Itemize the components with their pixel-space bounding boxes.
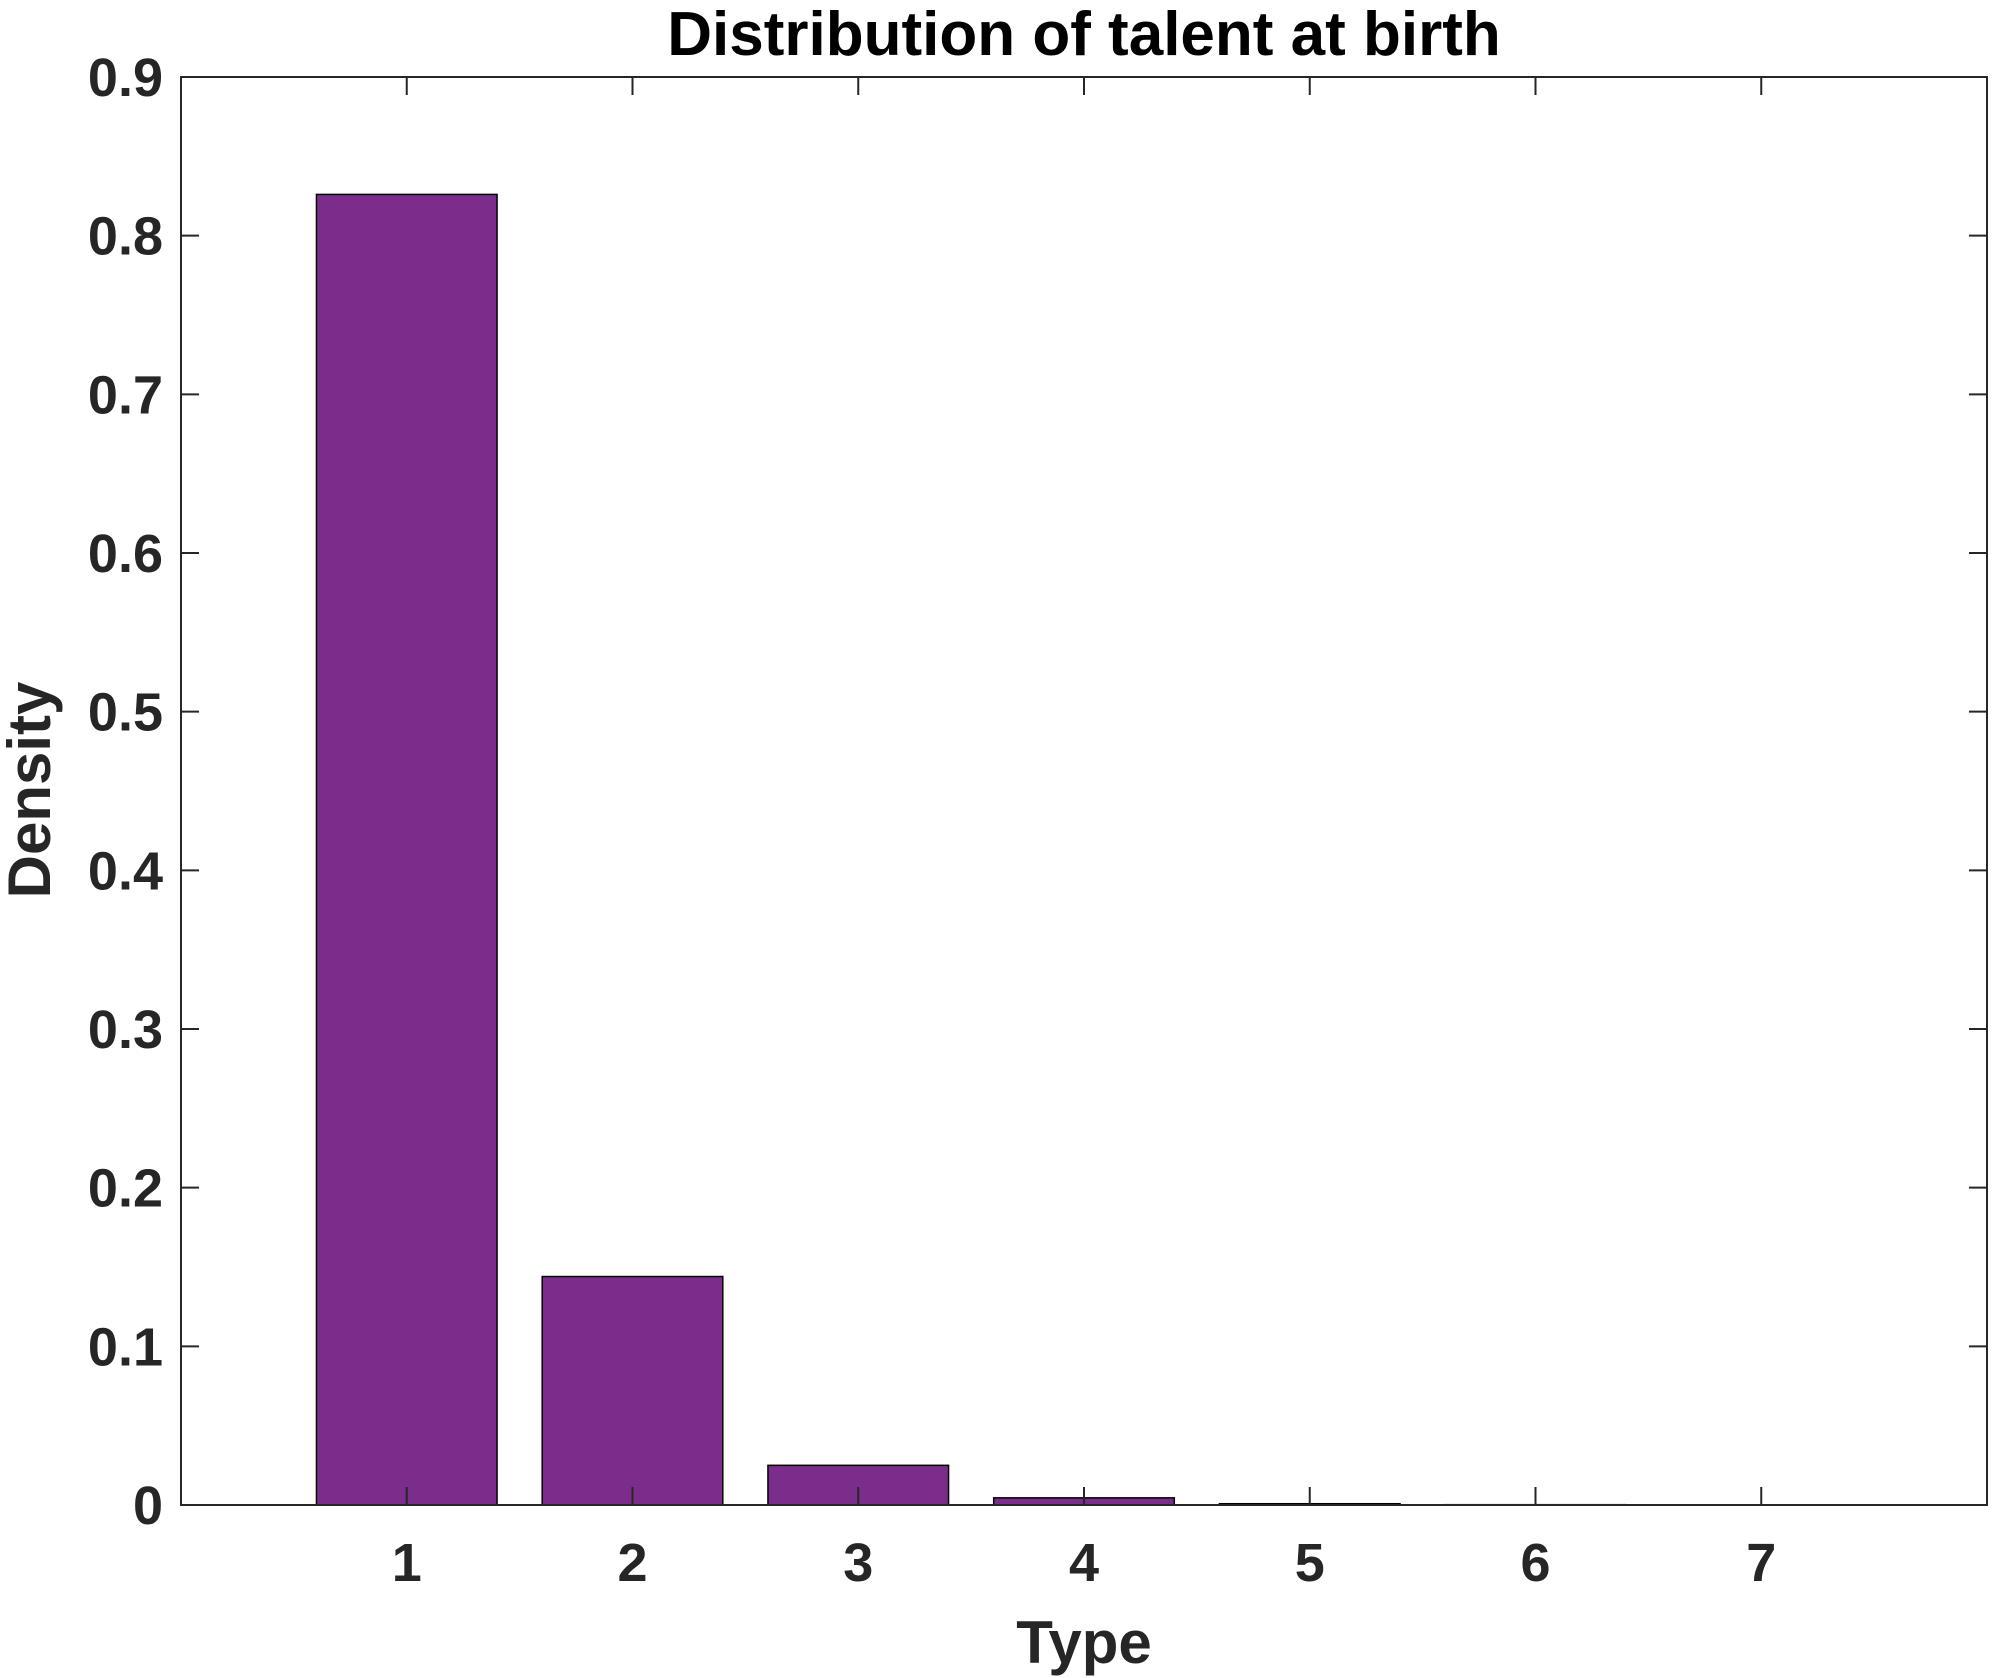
y-tick-label: 0 xyxy=(133,1476,163,1536)
x-tick-label: 2 xyxy=(617,1533,647,1593)
y-tick-label: 0.1 xyxy=(88,1317,163,1377)
y-tick-label: 0.6 xyxy=(88,524,163,584)
y-axis-label: Density xyxy=(0,681,63,898)
y-tick-label: 0.8 xyxy=(88,207,163,267)
chart-title: Distribution of talent at birth xyxy=(667,0,1501,69)
bar-type-2 xyxy=(541,1275,724,1506)
ticks-group: 1 2 3 4 5 6 7 0 0.1 0.2 0.3 0.4 0.5 0.6 0.7 0.8 0.9 xyxy=(88,48,1987,1593)
y-tick-label: 0.2 xyxy=(88,1159,163,1219)
bar-type-1 xyxy=(315,193,498,1506)
y-tick-label: 0.9 xyxy=(88,48,163,108)
x-tick-label: 3 xyxy=(843,1533,873,1593)
x-tick-label: 5 xyxy=(1295,1533,1325,1593)
x-tick-label: 6 xyxy=(1520,1533,1550,1593)
x-tick-label: 4 xyxy=(1069,1533,1099,1593)
y-tick-label: 0.4 xyxy=(88,841,163,901)
bars-group xyxy=(315,193,1853,1506)
x-tick-label: 7 xyxy=(1746,1533,1776,1593)
y-tick-label: 0.7 xyxy=(88,365,163,425)
plot-area-frame xyxy=(180,76,1988,1506)
y-tick-label: 0.5 xyxy=(88,683,163,743)
x-tick-label: 1 xyxy=(392,1533,422,1593)
y-tick-label: 0.3 xyxy=(88,1000,163,1060)
x-axis-label: Type xyxy=(1016,1609,1152,1676)
